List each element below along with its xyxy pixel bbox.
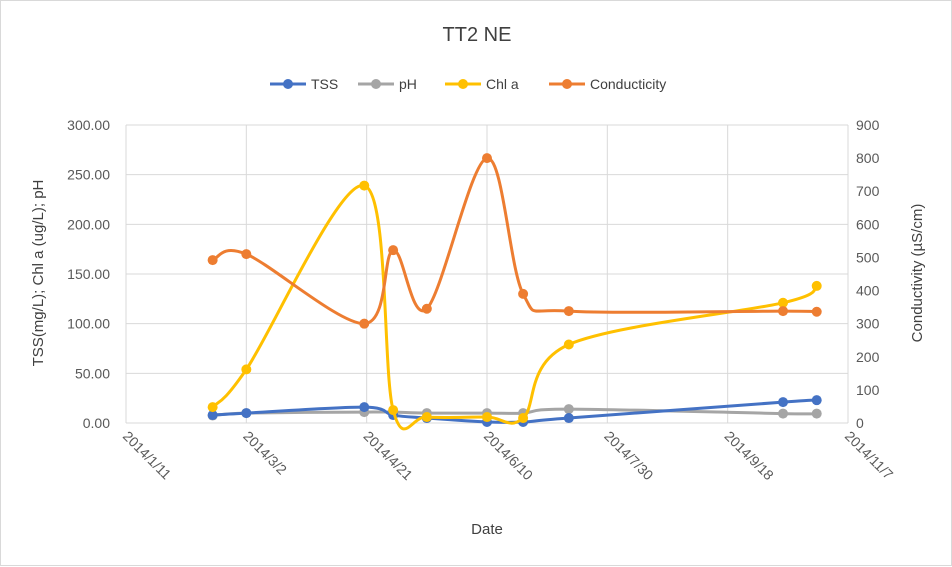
data-point-conducticity	[421, 303, 432, 314]
left-y-axis: 0.00 50.00 100.00 150.00 200.00 250.00 300.00	[67, 117, 110, 431]
series-chl-a	[207, 180, 822, 431]
data-point-tss	[778, 397, 789, 408]
left-y-tick-label: 100.00	[67, 316, 110, 332]
left-y-tick-label: 50.00	[75, 365, 110, 381]
legend-label: TSS	[311, 76, 338, 92]
data-point-tss	[241, 408, 252, 419]
chart-title: TT2 NE	[443, 24, 512, 46]
left-y-tick-label: 0.00	[83, 415, 110, 431]
legend-label: pH	[399, 76, 417, 92]
data-point-ph	[778, 408, 789, 419]
legend-item-tss: TSS	[270, 76, 338, 92]
left-y-axis-title: TSS(mg/L); Chl a (ug/L); pH	[30, 180, 47, 367]
x-tick-label: 2014/3/2	[240, 428, 290, 478]
data-point-chl-a	[388, 405, 399, 416]
data-point-chl-a	[482, 412, 492, 423]
legend-swatch-marker	[562, 79, 572, 89]
data-point-chl-a	[518, 413, 529, 424]
gridlines	[125, 124, 849, 424]
data-point-conducticity	[241, 249, 252, 260]
legend-label: Chl a	[486, 76, 519, 92]
data-point-chl-a	[421, 412, 432, 423]
data-point-ph	[563, 404, 574, 415]
left-y-tick-label: 300.00	[67, 117, 110, 133]
x-tick-label: 2014/1/11	[120, 428, 175, 483]
data-point-conducticity	[778, 306, 789, 317]
right-y-tick-label: 300	[856, 316, 880, 332]
data-point-tss	[563, 413, 574, 424]
data-point-chl-a	[207, 402, 218, 413]
data-point-chl-a	[359, 180, 370, 191]
data-point-tss	[359, 402, 370, 413]
series-line-chl-a	[211, 184, 818, 431]
legend-swatch-marker	[371, 79, 381, 89]
x-tick-label: 2014/7/30	[601, 428, 657, 484]
data-point-ph	[811, 408, 822, 419]
data-point-chl-a	[563, 339, 574, 350]
left-y-tick-label: 250.00	[67, 167, 110, 183]
right-y-tick-label: 200	[856, 349, 880, 365]
right-y-tick-label: 900	[856, 117, 880, 133]
right-y-tick-label: 500	[856, 249, 880, 265]
data-point-tss	[207, 410, 218, 421]
data-point-chl-a	[241, 364, 252, 375]
series-line-ph	[212, 407, 817, 418]
x-tick-label: 2014/11/7	[842, 428, 897, 483]
right-y-tick-label: 100	[856, 382, 880, 398]
series-line-tss	[212, 398, 817, 425]
legend-swatch-marker	[458, 79, 468, 89]
right-y-tick-label: 400	[856, 283, 880, 299]
data-point-conducticity	[207, 255, 218, 266]
data-point-conducticity	[518, 288, 529, 299]
x-axis-title: Date	[471, 521, 503, 538]
legend: TSS pH Chl a Conducticity	[270, 76, 666, 92]
legend-item-ph: pH	[358, 76, 417, 92]
right-y-tick-label: 700	[856, 183, 880, 199]
x-tick-label: 2014/4/21	[361, 428, 417, 484]
right-y-tick-label: 600	[856, 216, 880, 232]
right-y-axis-title: Conductivity (µS/cm)	[909, 204, 926, 343]
data-point-conducticity	[388, 245, 399, 256]
x-tick-label: 2014/9/18	[722, 428, 778, 484]
right-y-tick-label: 0	[856, 415, 864, 431]
left-y-tick-label: 150.00	[67, 266, 110, 282]
right-y-axis: 0 100 200 300 400 500 600 700 800 900	[856, 117, 880, 431]
legend-item-chl-a: Chl a	[445, 76, 519, 92]
right-y-tick-label: 800	[856, 150, 880, 166]
data-point-tss	[811, 395, 822, 406]
x-axis: 2014/1/11 2014/3/2 2014/4/21 2014/6/10 2014/…	[120, 428, 897, 484]
data-point-conducticity	[359, 318, 370, 329]
data-point-chl-a	[778, 297, 789, 308]
data-point-conducticity	[482, 153, 492, 164]
legend-swatch-marker	[283, 79, 293, 89]
data-point-conducticity	[563, 306, 574, 317]
data-point-conducticity	[811, 306, 822, 317]
data-point-chl-a	[811, 280, 822, 291]
x-tick-label: 2014/6/10	[481, 428, 537, 484]
legend-item-conducticity: Conducticity	[549, 76, 666, 92]
series-layer	[207, 153, 822, 431]
left-y-tick-label: 200.00	[67, 216, 110, 232]
legend-label: Conducticity	[590, 76, 666, 92]
series-line-conducticity	[212, 156, 817, 326]
series-conducticity	[207, 153, 822, 329]
